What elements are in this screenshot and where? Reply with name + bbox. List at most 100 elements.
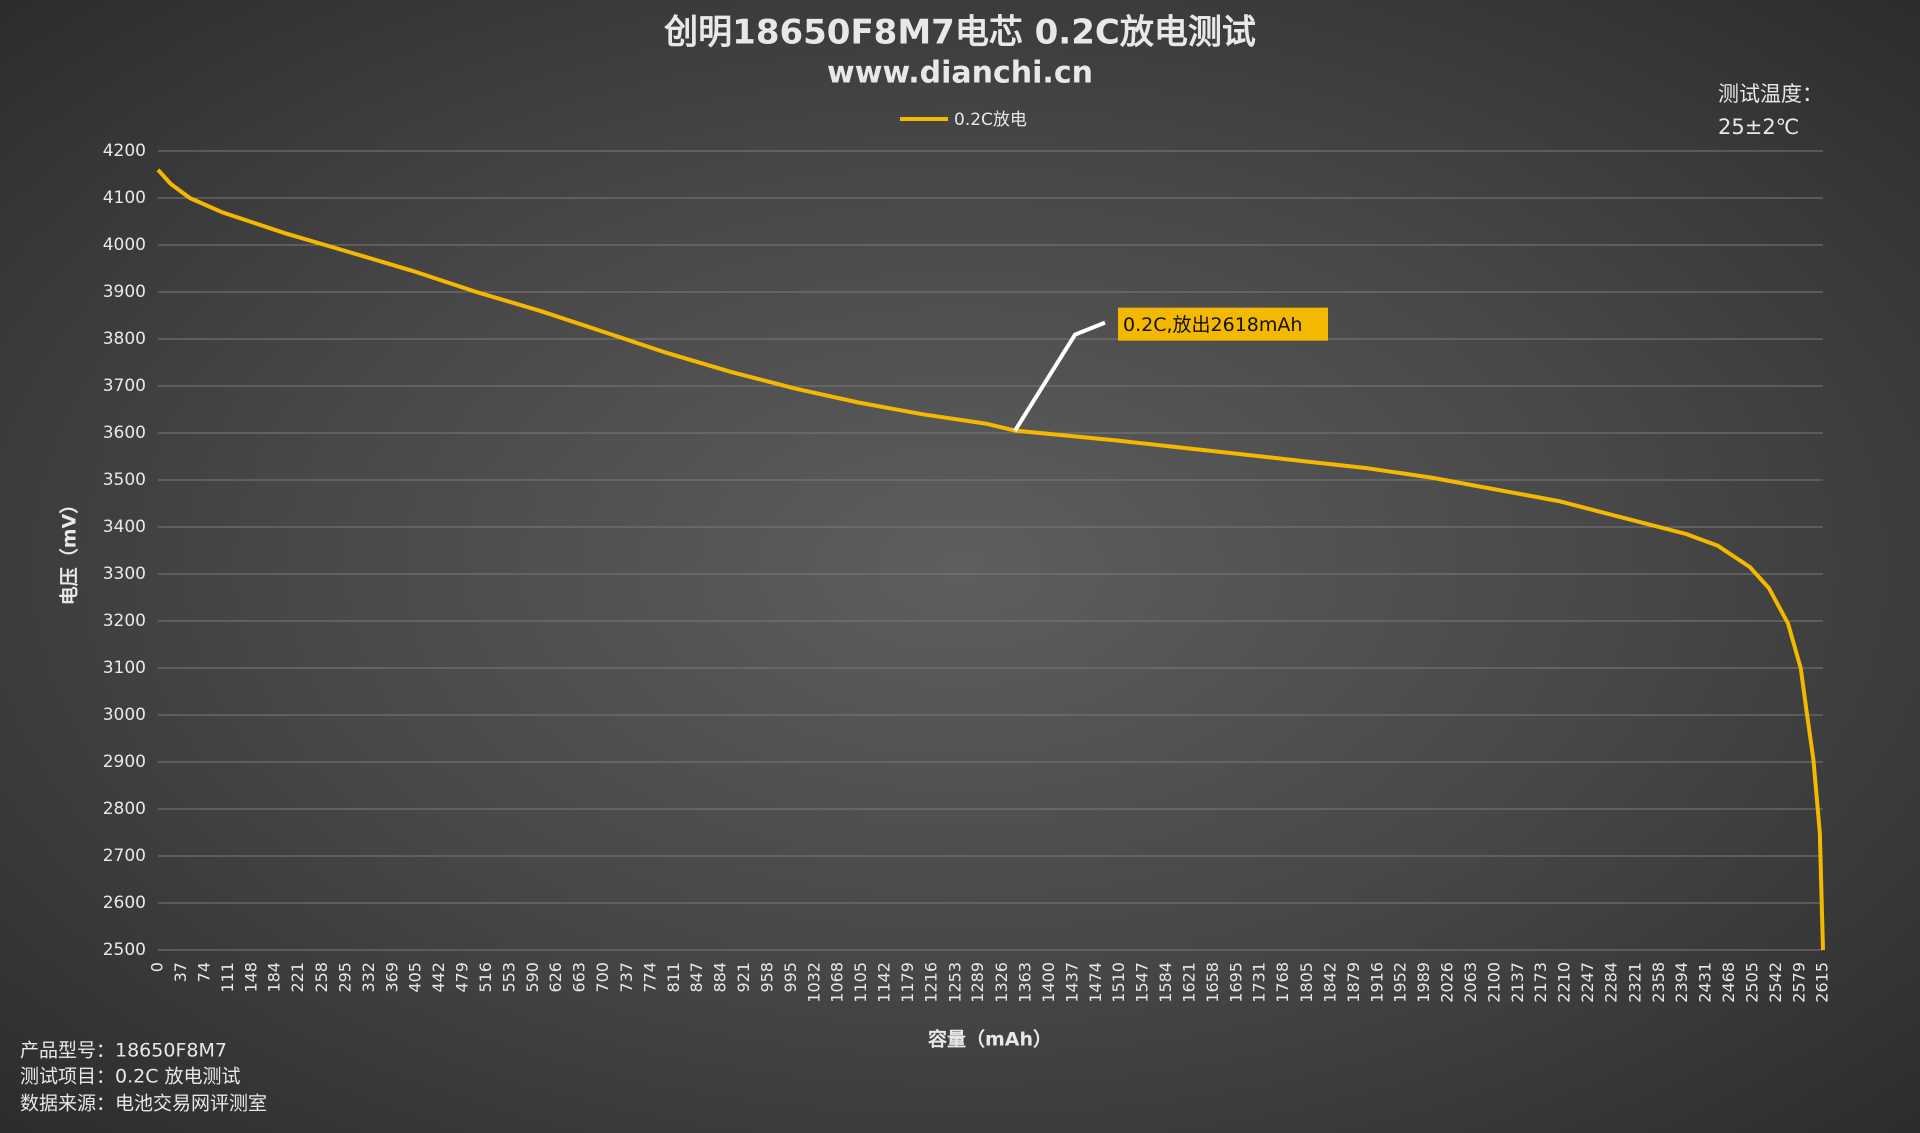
x-tick-label: 1363: [1015, 962, 1034, 1003]
annotation-text: 0.2C,放出2618mAh: [1123, 314, 1302, 336]
footnote: 数据来源：电池交易网评测室: [20, 1093, 267, 1115]
temperature-note: 25±2℃: [1718, 115, 1799, 139]
x-tick-label: 2210: [1555, 962, 1574, 1003]
x-tick-label: 1731: [1250, 962, 1269, 1003]
y-tick-label: 3400: [103, 517, 146, 537]
x-tick-label: 2505: [1742, 962, 1761, 1003]
x-tick-label: 1326: [992, 962, 1011, 1003]
x-tick-label: 1621: [1180, 962, 1199, 1003]
x-tick-label: 1289: [968, 962, 987, 1003]
x-tick-label: 405: [405, 962, 424, 993]
x-tick-label: 1253: [945, 962, 964, 1003]
x-tick-label: 1142: [875, 962, 894, 1003]
x-tick-label: 111: [218, 962, 237, 993]
y-tick-label: 3600: [103, 423, 146, 443]
x-axis-title: 容量（mAh）: [928, 1028, 1052, 1051]
x-tick-label: 2247: [1578, 962, 1597, 1003]
x-tick-label: 811: [664, 962, 683, 993]
x-tick-label: 332: [359, 962, 378, 993]
x-tick-label: 1658: [1203, 962, 1222, 1003]
x-tick-label: 184: [265, 962, 284, 993]
x-tick-label: 2063: [1461, 962, 1480, 1003]
x-tick-label: 553: [500, 962, 519, 993]
x-tick-label: 2100: [1485, 962, 1504, 1003]
x-tick-label: 1068: [828, 962, 847, 1003]
y-tick-label: 2700: [103, 846, 146, 866]
x-tick-label: 2026: [1437, 962, 1456, 1003]
x-tick-label: 1879: [1344, 962, 1363, 1003]
y-tick-label: 3500: [103, 470, 146, 490]
x-tick-label: 2284: [1602, 962, 1621, 1003]
x-tick-label: 847: [687, 962, 706, 993]
x-tick-label: 295: [335, 962, 354, 993]
x-tick-label: 2468: [1719, 962, 1738, 1003]
y-tick-label: 4100: [103, 188, 146, 208]
x-tick-label: 1989: [1414, 962, 1433, 1003]
x-tick-label: 1474: [1086, 962, 1105, 1003]
x-tick-label: 1584: [1156, 962, 1175, 1003]
chart-subtitle: www.dianchi.cn: [827, 56, 1093, 91]
y-tick-label: 2800: [103, 799, 146, 819]
y-tick-label: 2900: [103, 752, 146, 772]
x-tick-label: 1105: [851, 962, 870, 1003]
y-tick-label: 3900: [103, 282, 146, 302]
y-axis-title: 电压（mV）: [58, 495, 81, 606]
data-line: [156, 168, 1825, 951]
x-tick-label: 479: [452, 962, 471, 993]
y-tick-label: 4200: [103, 141, 146, 161]
y-tick-label: 3000: [103, 705, 146, 725]
footnote: 测试项目：0.2C 放电测试: [20, 1066, 241, 1088]
x-tick-label: 2173: [1531, 962, 1550, 1003]
x-tick-label: 774: [640, 962, 659, 993]
y-tick-label: 3800: [103, 329, 146, 349]
x-tick-label: 700: [593, 962, 612, 993]
x-tick-label: 1400: [1039, 962, 1058, 1003]
y-tick-label: 3300: [103, 564, 146, 584]
x-tick-label: 737: [617, 962, 636, 993]
x-tick-label: 1768: [1273, 962, 1292, 1003]
x-tick-label: 442: [429, 962, 448, 993]
y-tick-label: 2600: [103, 893, 146, 913]
x-tick-label: 2615: [1813, 962, 1832, 1003]
x-tick-label: 369: [382, 962, 401, 993]
x-tick-label: 995: [781, 962, 800, 993]
x-tick-label: 2431: [1695, 962, 1714, 1003]
x-tick-label: 958: [757, 962, 776, 993]
y-tick-label: 4000: [103, 235, 146, 255]
y-tick-label: 3100: [103, 658, 146, 678]
y-tick-label: 3200: [103, 611, 146, 631]
x-tick-label: 1916: [1367, 962, 1386, 1003]
x-tick-label: 2542: [1766, 962, 1785, 1003]
chart-title: 创明18650F8M7电芯 0.2C放电测试: [663, 13, 1256, 53]
x-tick-label: 258: [312, 962, 331, 993]
annotation-leader: [1013, 320, 1106, 432]
x-tick-label: 590: [523, 962, 542, 993]
x-tick-label: 221: [288, 962, 307, 993]
x-tick-label: 2579: [1790, 962, 1809, 1003]
x-tick-label: 1437: [1062, 962, 1081, 1003]
x-tick-label: 1842: [1320, 962, 1339, 1003]
x-tick-label: 1510: [1109, 962, 1128, 1003]
x-tick-label: 1216: [922, 962, 941, 1003]
x-tick-label: 1952: [1390, 962, 1409, 1003]
x-tick-label: 1547: [1132, 962, 1151, 1003]
x-tick-label: 626: [546, 962, 565, 993]
x-tick-label: 921: [734, 962, 753, 993]
x-tick-label: 2394: [1672, 962, 1691, 1003]
x-tick-label: 37: [171, 962, 190, 982]
y-tick-label: 2500: [103, 940, 146, 960]
x-tick-label: 516: [476, 962, 495, 993]
y-tick-label: 3700: [103, 376, 146, 396]
legend-label: 0.2C放电: [954, 110, 1027, 130]
temperature-note: 测试温度：: [1718, 82, 1823, 106]
x-tick-label: 2137: [1508, 962, 1527, 1003]
footnote: 产品型号：18650F8M7: [20, 1040, 227, 1062]
annotation-box: [1118, 307, 1329, 341]
x-tick-label: 0: [148, 962, 167, 972]
x-tick-label: 884: [710, 962, 729, 993]
x-tick-label: 2358: [1649, 962, 1668, 1003]
x-tick-label: 1695: [1227, 962, 1246, 1003]
x-tick-label: 1179: [898, 962, 917, 1003]
x-tick-label: 663: [570, 962, 589, 993]
